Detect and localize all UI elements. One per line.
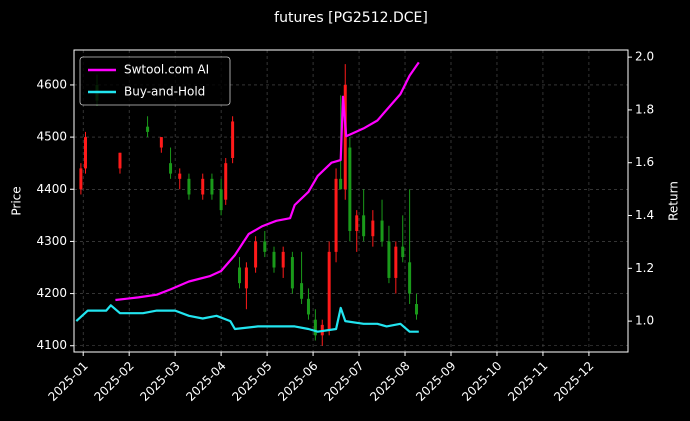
candle-body [343, 84, 347, 190]
candle-body [254, 241, 258, 268]
candle-body [327, 251, 331, 331]
y2-tick-label: 1.2 [635, 261, 654, 275]
y-axis-label: Price [10, 186, 24, 215]
candle-body [169, 163, 173, 174]
candle-body [263, 241, 267, 252]
candle-body [362, 215, 366, 237]
candle-body [79, 168, 83, 190]
candle-body [210, 178, 214, 195]
candle-body [355, 215, 359, 231]
y2-tick-label: 1.0 [635, 314, 654, 328]
series-line [115, 61, 420, 302]
candle-body [290, 257, 294, 289]
x-tick-label: 2025-01 [45, 359, 90, 404]
candle-body [219, 189, 223, 211]
candle-body [300, 283, 304, 299]
y-tick-label: 4300 [36, 234, 67, 248]
chart-title: futures [PG2512.DCE] [274, 10, 428, 26]
x-tick-label: 2025-06 [275, 359, 320, 404]
series-line [75, 304, 419, 333]
candle-body [387, 241, 391, 278]
y-tick-label: 4100 [36, 338, 67, 352]
candle-body [371, 220, 375, 237]
candle-body [83, 137, 87, 169]
y-tick-label: 4500 [36, 130, 67, 144]
legend-box [79, 56, 231, 106]
y2-axis-label: Return [667, 181, 681, 221]
legend-label: Buy-and-Hold [124, 85, 205, 99]
y-tick-label: 4400 [36, 182, 67, 196]
candle-body [313, 319, 317, 336]
candle-body [159, 137, 163, 148]
y-tick-label: 4600 [36, 77, 67, 91]
candle-body [244, 267, 248, 289]
x-tick-label: 2025-05 [229, 359, 274, 404]
y-tick-label: 4200 [36, 286, 67, 300]
x-tick-label: 2025-04 [183, 359, 228, 404]
x-tick-label: 2025-08 [367, 359, 412, 404]
x-tick-label: 2025-12 [551, 359, 596, 404]
candle-body [272, 251, 276, 268]
candle-body [187, 178, 191, 195]
candle-body [178, 173, 182, 179]
candle-body [380, 220, 384, 242]
candle-body [348, 147, 352, 231]
plot-frame [73, 49, 629, 353]
candle-body [231, 121, 235, 158]
candle-body [408, 262, 412, 294]
candle-body [118, 152, 122, 169]
x-tick-label: 2025-09 [413, 359, 458, 404]
candle-body [306, 298, 310, 315]
candle-body [334, 178, 338, 252]
legend-label: Swtool.com AI [124, 63, 209, 77]
candle-body [146, 126, 150, 132]
candle-body [394, 246, 398, 278]
candle-body [281, 251, 285, 268]
y2-tick-label: 2.0 [635, 50, 654, 64]
candle-body [224, 163, 228, 200]
y2-tick-label: 1.6 [635, 155, 654, 169]
candle-body [339, 178, 343, 190]
candle-body [401, 246, 405, 258]
y2-tick-label: 1.4 [635, 208, 654, 222]
y2-tick-label: 1.8 [635, 102, 654, 116]
x-tick-label: 2025-02 [91, 359, 136, 404]
candle-body [415, 304, 419, 315]
candle-body [238, 267, 242, 284]
x-tick-label: 2025-07 [321, 359, 366, 404]
x-tick-label: 2025-10 [459, 359, 504, 404]
x-tick-label: 2025-11 [505, 359, 550, 404]
candle-body [201, 178, 205, 195]
x-tick-label: 2025-03 [137, 359, 182, 404]
